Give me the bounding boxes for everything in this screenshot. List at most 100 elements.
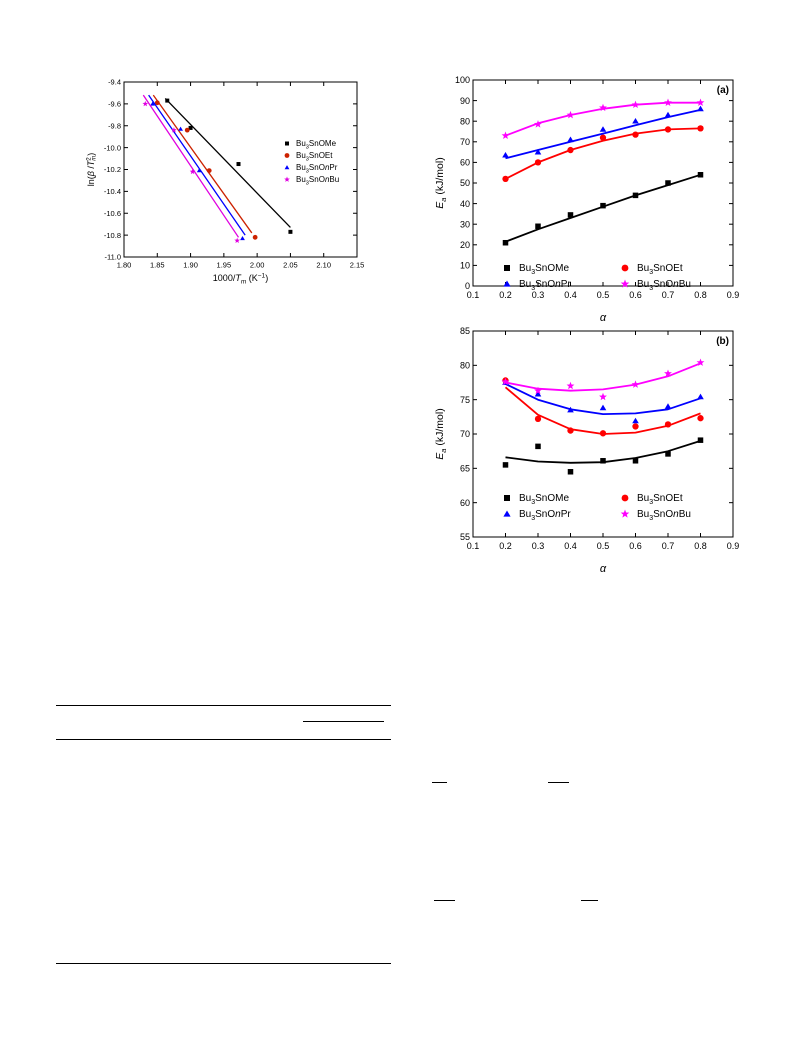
- data-point: [535, 223, 541, 230]
- legend-label: Bu3SnOMe: [519, 493, 569, 506]
- x-axis-label: α: [600, 563, 607, 575]
- data-point: [600, 458, 606, 464]
- data-point: [252, 234, 258, 240]
- data-point: [664, 421, 672, 428]
- data-point: [600, 202, 606, 209]
- data-point: [632, 417, 639, 424]
- data-point: [567, 469, 574, 475]
- table-bottom-rule: [56, 963, 391, 964]
- table-top-rule: [56, 705, 391, 706]
- data-point: [697, 393, 704, 400]
- y-tick-label: 55: [460, 532, 470, 542]
- data-point: [697, 415, 704, 422]
- data-point: [632, 458, 639, 464]
- x-tick-label: 0.9: [727, 290, 740, 300]
- y-tick-label: 60: [460, 498, 470, 508]
- data-point: [632, 192, 639, 199]
- legend-label: Bu3SnOnBu: [637, 279, 691, 292]
- x-tick-label: 0.7: [662, 541, 675, 551]
- y-tick-label: -9.4: [108, 78, 121, 87]
- data-point: [234, 237, 241, 244]
- data-point: [631, 380, 640, 388]
- y-tick-label: 75: [460, 395, 470, 405]
- fit-curve: [505, 109, 701, 160]
- data-point: [664, 126, 672, 133]
- table-group-rule: [303, 721, 384, 722]
- data-point: [599, 392, 607, 401]
- x-tick-label: 2.10: [316, 261, 331, 270]
- x-tick-label: 1.80: [117, 261, 132, 270]
- x-tick-label: 0.1: [467, 290, 480, 300]
- x-tick-label: 0.1: [467, 541, 480, 551]
- x-tick-label: 2.00: [250, 261, 265, 270]
- y-tick-label: 100: [455, 75, 470, 85]
- data-point: [632, 423, 639, 430]
- y-tick-label: -11.0: [104, 253, 121, 262]
- data-point: [697, 437, 704, 443]
- data-point: [697, 125, 704, 132]
- y-tick-label: 0: [465, 281, 470, 291]
- data-point: [567, 212, 574, 218]
- data-point: [664, 403, 672, 409]
- y-tick-label: 90: [460, 96, 470, 106]
- data-point: [189, 168, 196, 175]
- data-point: [534, 415, 542, 423]
- fraction-bar: [581, 900, 598, 901]
- data-point: [504, 495, 510, 501]
- fraction-bar: [434, 900, 455, 901]
- x-tick-label: 0.4: [564, 290, 577, 300]
- fit-line: [148, 94, 246, 236]
- y-tick-label: 80: [460, 116, 470, 126]
- y-tick-label: 20: [460, 240, 470, 250]
- x-axis-label: α: [600, 312, 607, 324]
- data-point: [188, 125, 193, 130]
- data-point: [142, 100, 149, 107]
- data-point: [154, 100, 160, 106]
- y-tick-label: 70: [460, 137, 470, 147]
- x-tick-label: 2.15: [350, 261, 365, 270]
- data-point: [502, 239, 509, 246]
- fraction-bar: [432, 782, 447, 783]
- x-tick-label: 2.05: [283, 261, 298, 270]
- x-tick-label: 0.5: [597, 290, 610, 300]
- activation-energy-plot-a: 0.1 0.2 0.3 0.4 0.5 0.6 0.7 0.8 0.9 0 10 20 30 40 50 60…: [434, 75, 740, 324]
- data-point: [150, 101, 156, 106]
- data-point: [567, 136, 574, 143]
- data-point: [697, 105, 704, 112]
- data-point: [567, 406, 574, 413]
- data-point: [567, 146, 574, 154]
- data-point: [534, 159, 542, 166]
- data-point: [284, 176, 290, 182]
- fit-line: [152, 94, 253, 234]
- data-point: [664, 111, 672, 118]
- data-point: [504, 265, 510, 271]
- data-point: [621, 264, 629, 272]
- data-point: [599, 126, 607, 132]
- data-point: [665, 180, 671, 186]
- legend-label: Bu3SnOnPr: [296, 163, 338, 174]
- data-point: [284, 153, 290, 158]
- data-point: [285, 141, 289, 146]
- y-tick-label: -10.6: [104, 209, 121, 218]
- fit-curve: [505, 362, 701, 392]
- y-tick-label: -10.2: [104, 165, 121, 174]
- data-point: [620, 509, 630, 518]
- data-point: [599, 134, 607, 141]
- data-point: [696, 358, 705, 366]
- data-point: [501, 131, 510, 139]
- y-axis-label: Ea (kJ/mol): [434, 408, 448, 459]
- data-point: [178, 126, 183, 131]
- fit-line: [164, 97, 291, 228]
- y-tick-label: -10.4: [104, 187, 121, 196]
- data-point: [631, 100, 640, 109]
- y-tick-label: -9.6: [108, 100, 121, 109]
- data-point: [165, 98, 170, 103]
- x-tick-label: 0.9: [727, 541, 740, 551]
- legend-label: Bu3SnOnBu: [637, 509, 691, 522]
- data-point: [196, 168, 202, 173]
- legend-label: Bu3SnOEt: [637, 263, 683, 276]
- panel-label: (a): [717, 85, 729, 96]
- y-tick-label: 40: [460, 199, 470, 209]
- data-point: [566, 110, 575, 119]
- legend-label: Bu3SnOnPr: [519, 509, 571, 522]
